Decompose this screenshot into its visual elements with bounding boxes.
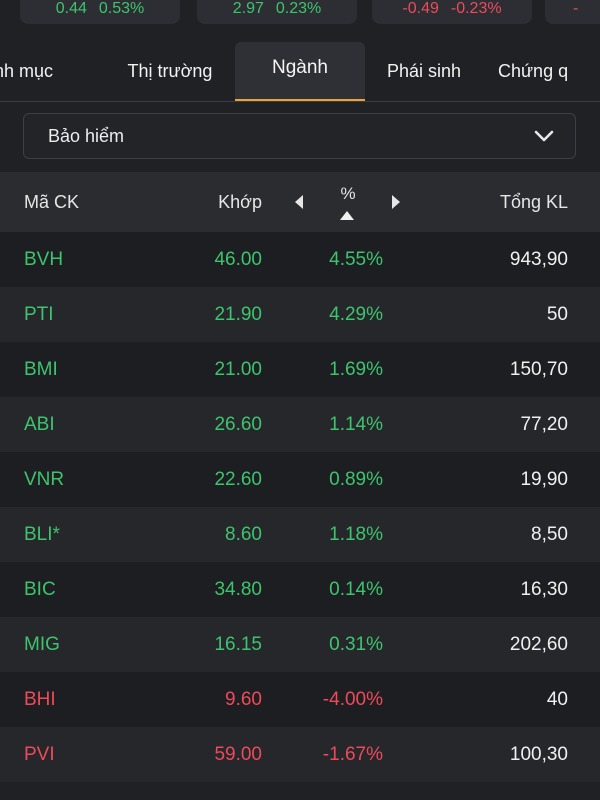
row-symbol: BLI* — [24, 524, 60, 545]
row-price: 22.60 — [214, 469, 262, 490]
row-volume: 77,20 — [520, 414, 568, 435]
header-symbol[interactable]: Mã CK — [24, 192, 80, 212]
table-row[interactable]: MIG 16.15 0.31% 202,60 — [0, 617, 600, 672]
table-row[interactable]: PVI 59.00 -1.67% 100,30 — [0, 727, 600, 782]
row-volume: 8,50 — [531, 524, 568, 545]
row-symbol: BHI — [24, 689, 56, 710]
header-percent[interactable]: % — [340, 184, 356, 203]
row-percent: -1.67% — [322, 744, 383, 765]
header-price[interactable]: Khớp — [218, 192, 262, 212]
table-header: Mã CK Khớp % Tổng KL — [0, 172, 600, 232]
row-volume: 100,30 — [509, 744, 568, 765]
index-change-percent: 0.53% — [98, 0, 145, 17]
sort-ascending-icon[interactable] — [340, 211, 354, 220]
index-change: - — [573, 0, 579, 17]
index-change-percent: -0.23% — [450, 0, 502, 17]
tab-derivatives[interactable]: Phái sinh — [386, 61, 462, 81]
row-percent: 1.18% — [329, 524, 383, 545]
index-change: -0.49 — [402, 0, 439, 17]
chevron-down-icon — [534, 130, 554, 142]
tab-market[interactable]: Thị trường — [127, 61, 213, 81]
index-card[interactable]: - — [545, 0, 600, 24]
header-volume[interactable]: Tổng KL — [499, 192, 568, 212]
row-symbol: PTI — [24, 304, 54, 325]
table-row[interactable]: BHI 9.60 -4.00% 40 — [0, 672, 600, 727]
row-volume: 19,90 — [520, 469, 568, 490]
row-percent: 4.29% — [329, 304, 383, 325]
row-price: 34.80 — [214, 579, 262, 600]
row-price: 8.60 — [225, 524, 262, 545]
category-tabs: nh mục Thị trường Ngành Phái sinh Chứng … — [0, 28, 600, 102]
row-percent: 0.89% — [329, 469, 383, 490]
table-row[interactable]: PTI 21.90 4.29% 50 — [0, 287, 600, 342]
row-percent: 1.69% — [329, 359, 383, 380]
row-symbol: PVI — [24, 744, 55, 765]
row-volume: 16,30 — [520, 579, 568, 600]
table-row[interactable]: BLI* 8.60 1.18% 8,50 — [0, 507, 600, 562]
row-percent: 0.31% — [329, 634, 383, 655]
row-symbol: BVH — [24, 249, 64, 270]
tab-sector[interactable]: Ngành — [235, 42, 365, 101]
row-symbol: MIG — [24, 634, 60, 655]
sector-dropdown-value: Bảo hiểm — [48, 126, 125, 146]
tab-watchlist[interactable]: nh mục — [0, 61, 54, 81]
row-percent: -4.00% — [322, 689, 383, 710]
table-row[interactable]: VNR 22.60 0.89% 19,90 — [0, 452, 600, 507]
market-index-strip: 0.44 0.53% 2.97 0.23% -0.49 -0.23% - — [0, 0, 600, 28]
row-symbol: VNR — [24, 469, 65, 490]
tab-warrants[interactable]: Chứng q — [498, 61, 569, 81]
row-price: 46.00 — [214, 249, 262, 270]
index-change: 0.44 — [55, 0, 87, 17]
caret-left-icon[interactable] — [292, 194, 306, 210]
row-percent: 1.14% — [329, 414, 383, 435]
row-price: 21.00 — [214, 359, 262, 380]
sector-dropdown[interactable]: Bảo hiểm — [23, 113, 576, 159]
table-row[interactable]: ABI 26.60 1.14% 77,20 — [0, 397, 600, 452]
index-card[interactable]: 0.44 0.53% — [20, 0, 180, 24]
row-volume: 202,60 — [509, 634, 568, 655]
index-card[interactable]: 2.97 0.23% — [197, 0, 357, 24]
row-volume: 50 — [546, 304, 568, 325]
index-change: 2.97 — [232, 0, 264, 17]
row-volume: 40 — [546, 689, 568, 710]
row-symbol: BMI — [24, 359, 58, 380]
table-row[interactable]: BIC 34.80 0.14% 16,30 — [0, 562, 600, 617]
row-volume: 943,90 — [509, 249, 568, 270]
row-symbol: ABI — [24, 414, 55, 435]
row-price: 9.60 — [225, 689, 262, 710]
row-price: 59.00 — [214, 744, 262, 765]
caret-right-icon[interactable] — [389, 194, 403, 210]
row-price: 26.60 — [214, 414, 262, 435]
table-row[interactable]: BMI 21.00 1.69% 150,70 — [0, 342, 600, 397]
index-card[interactable]: -0.49 -0.23% — [372, 0, 532, 24]
index-change-percent: 0.23% — [275, 0, 322, 17]
row-percent: 0.14% — [329, 579, 383, 600]
table-row[interactable]: BVH 46.00 4.55% 943,90 — [0, 232, 600, 287]
stock-list: BVH 46.00 4.55% 943,90 PTI 21.90 4.29% 5… — [0, 232, 600, 782]
row-volume: 150,70 — [509, 359, 568, 380]
row-percent: 4.55% — [329, 249, 383, 270]
row-price: 21.90 — [214, 304, 262, 325]
row-symbol: BIC — [24, 579, 56, 600]
row-price: 16.15 — [214, 634, 262, 655]
